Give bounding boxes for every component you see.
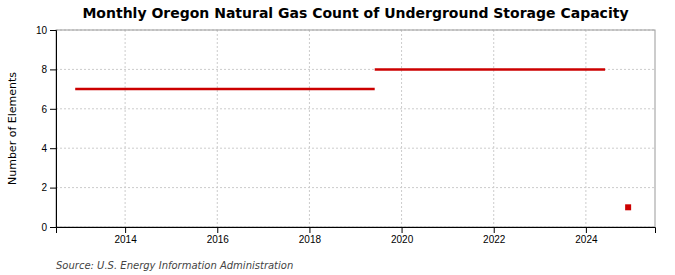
grid-line-y [56, 108, 655, 109]
marks [75, 69, 631, 210]
y-tick-label: 2 [41, 182, 47, 193]
x-tick-label: 2022 [483, 234, 506, 245]
y-tick: 8 [41, 64, 56, 75]
x-tick-mark [217, 227, 218, 233]
x-tick-label: 2020 [391, 234, 414, 245]
x-tick-mark [125, 227, 126, 233]
grid-line-x [309, 30, 310, 227]
grid-line-x [125, 30, 126, 227]
x-tick-mark [402, 227, 403, 233]
y-tick-mark [50, 109, 56, 110]
x-tick-mark [309, 227, 310, 233]
y-tick: 2 [41, 182, 56, 193]
y-axis: 0 2 4 6 8 10 [36, 25, 57, 233]
y-axis-label: Number of Elements [6, 72, 19, 185]
y-tick: 4 [41, 143, 56, 154]
x-tick-label: 2024 [575, 234, 598, 245]
y-tick-label: 6 [41, 104, 47, 115]
x-tick: 2014 [114, 227, 137, 245]
y-tick: 6 [41, 104, 56, 115]
y-tick-mark [50, 148, 56, 149]
x-axis-line [57, 228, 656, 234]
y-tick-mark [50, 188, 56, 189]
y-axis-line [50, 31, 57, 228]
point [625, 204, 631, 210]
y-tick-label: 4 [41, 143, 47, 154]
y-tick-mark [50, 69, 56, 70]
x-tick: 2016 [207, 227, 230, 245]
x-tick-label: 2016 [207, 234, 230, 245]
y-tick: 0 [41, 222, 56, 233]
y-tick-label: 10 [36, 25, 48, 36]
line [375, 68, 605, 71]
x-tick-mark [586, 227, 587, 233]
grid-line-y [56, 148, 655, 149]
x-tick: 2018 [299, 227, 322, 245]
y-tick-mark [50, 227, 56, 228]
grid-line-y [56, 187, 655, 188]
plot: 2014 2016 2018 2020 2022 2024 0 2 4 6 8 10 [36, 25, 656, 245]
grid-line-x [585, 30, 586, 227]
x-tick: 2022 [483, 227, 506, 245]
y-tick: 10 [36, 25, 56, 36]
line [75, 88, 375, 91]
x-tick: 2020 [391, 227, 414, 245]
grid-line-x [493, 30, 494, 227]
x-tick-mark [494, 227, 495, 233]
grid [56, 30, 655, 227]
x-tick: 2024 [575, 227, 598, 245]
plot-frame [56, 30, 655, 227]
x-axis: 2014 2016 2018 2020 2022 2024 [57, 227, 656, 245]
grid-line-x [401, 30, 402, 227]
chart: 2014 2016 2018 2020 2022 2024 0 2 4 6 8 10 Monthly O… [0, 0, 675, 275]
y-tick-mark [50, 30, 56, 31]
annotation: Source: U.S. Energy Information Administ… [56, 260, 293, 271]
y-tick-label: 0 [41, 222, 47, 233]
y-tick-label: 8 [41, 64, 47, 75]
grid-line-x [217, 30, 218, 227]
x-tick-label: 2014 [114, 234, 137, 245]
grid-line-y [56, 69, 655, 70]
x-tick-label: 2018 [299, 234, 322, 245]
title: Monthly Oregon Natural Gas Count of Unde… [82, 5, 628, 21]
